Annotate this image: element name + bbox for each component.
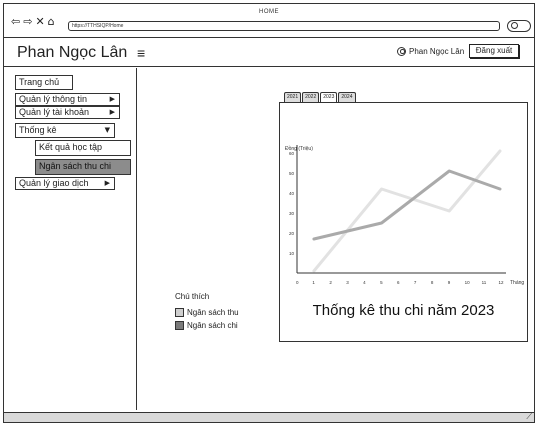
sidebar-item-label: Quản lý thông tin bbox=[19, 94, 87, 104]
caret-right-icon: ▶ bbox=[110, 94, 115, 105]
search-button[interactable] bbox=[507, 20, 531, 32]
close-icon[interactable]: ✕ bbox=[35, 16, 44, 27]
browser-window: HOME ⇦ ⇨ ✕ ⌂ https://TTHSIQP/Home Phan N… bbox=[3, 3, 535, 423]
tab-2023[interactable]: 2023 bbox=[320, 92, 337, 102]
app-title: Phan Ngọc Lân bbox=[17, 44, 127, 62]
series-line-expense bbox=[314, 171, 500, 239]
year-tabs: 2021 2022 2023 2024 bbox=[284, 92, 356, 102]
x-tick-label: 5 bbox=[380, 280, 383, 285]
status-bar: ⟋ bbox=[4, 412, 534, 422]
y-tick-label: 50 bbox=[289, 171, 295, 176]
forward-arrow-icon[interactable]: ⇨ bbox=[23, 16, 32, 27]
back-arrow-icon[interactable]: ⇦ bbox=[11, 16, 20, 27]
resize-handle-icon[interactable]: ⟋ bbox=[526, 412, 532, 422]
x-tick-label: 4 bbox=[363, 280, 366, 285]
logout-button[interactable]: Đăng xuất bbox=[469, 44, 519, 58]
x-tick-label: 3 bbox=[346, 280, 349, 285]
sidebar-item-label: Quản lý giao dịch bbox=[19, 178, 89, 188]
caret-right-icon: ▶ bbox=[110, 107, 115, 118]
sidebar-item-transactions[interactable]: Quản lý giao dịch ▶ bbox=[15, 177, 115, 190]
legend-label: Ngân sách chi bbox=[187, 321, 238, 330]
app-header: Phan Ngọc Lân ≡ Phan Ngọc Lân Đăng xuất bbox=[4, 39, 534, 67]
chart-title: Thống kê thu chi năm 2023 bbox=[280, 302, 527, 319]
legend-swatch-income bbox=[175, 308, 184, 317]
y-tick-label: 20 bbox=[289, 231, 295, 236]
tab-2024[interactable]: 2024 bbox=[338, 92, 355, 102]
sidebar-item-info[interactable]: Quản lý thông tin ▶ bbox=[15, 93, 120, 106]
title-bar: HOME ⇦ ⇨ ✕ ⌂ https://TTHSIQP/Home bbox=[4, 4, 534, 38]
x-tick-label: 7 bbox=[414, 280, 417, 285]
hamburger-menu-icon[interactable]: ≡ bbox=[137, 45, 145, 61]
sidebar-item-label: Quản lý tài khoản bbox=[19, 107, 89, 117]
user-icon bbox=[397, 47, 406, 56]
y-tick-label: 10 bbox=[289, 251, 295, 256]
sidebar-item-statistics[interactable]: Thống kê ▼ bbox=[15, 123, 115, 138]
search-icon bbox=[511, 22, 518, 29]
tab-2021[interactable]: 2021 bbox=[284, 92, 301, 102]
x-tick-label: 0 bbox=[296, 280, 299, 285]
home-icon[interactable]: ⌂ bbox=[48, 16, 55, 27]
sidebar: Trang chủ Quản lý thông tin ▶ Quản lý tà… bbox=[4, 68, 137, 410]
legend-label: Ngân sách thu bbox=[187, 308, 239, 317]
sidebar-item-home[interactable]: Trang chủ bbox=[15, 75, 73, 90]
url-bar[interactable]: https://TTHSIQP/Home bbox=[68, 21, 500, 31]
x-tick-label: 9 bbox=[448, 280, 451, 285]
tab-2022[interactable]: 2022 bbox=[302, 92, 319, 102]
nav-buttons: ⇦ ⇨ ✕ ⌂ bbox=[11, 16, 55, 27]
series-line-income bbox=[314, 151, 500, 271]
legend: Chú thích Ngân sách thu Ngân sách chi bbox=[175, 292, 239, 334]
chart-panel: Đồng (Triệu) Tháng 10 20 30 40 50 60 0 1 2 3 4 5 6 7 8 9 1… bbox=[279, 102, 528, 342]
x-axis-label: Tháng bbox=[510, 280, 524, 286]
x-tick-label: 2 bbox=[329, 280, 332, 285]
legend-item-income: Ngân sách thu bbox=[175, 308, 239, 317]
user-name: Phan Ngọc Lân bbox=[409, 47, 464, 56]
legend-swatch-expense bbox=[175, 321, 184, 330]
chevron-down-icon: ▼ bbox=[105, 124, 110, 137]
sidebar-item-label: Trang chủ bbox=[19, 77, 59, 87]
y-tick-label: 60 bbox=[289, 151, 295, 156]
sidebar-item-label: Kết quả học tập bbox=[39, 142, 102, 152]
sidebar-item-study-results[interactable]: Kết quả học tập bbox=[35, 140, 131, 156]
x-tick-label: 11 bbox=[482, 280, 487, 285]
x-tick-label: 10 bbox=[465, 280, 471, 285]
caret-right-icon: ▶ bbox=[105, 178, 110, 189]
main-content: 2021 2022 2023 2024 Đồng (Triệu) Tháng 10 20 30… bbox=[138, 68, 534, 410]
y-tick-label: 30 bbox=[289, 211, 295, 216]
legend-title: Chú thích bbox=[175, 292, 239, 301]
sidebar-item-account[interactable]: Quản lý tài khoản ▶ bbox=[15, 106, 120, 119]
sidebar-item-budget[interactable]: Ngân sách thu chi bbox=[35, 159, 131, 175]
user-info[interactable]: Phan Ngọc Lân bbox=[397, 47, 464, 56]
legend-item-expense: Ngân sách chi bbox=[175, 321, 239, 330]
window-title: HOME bbox=[4, 9, 534, 15]
x-tick-label: 12 bbox=[499, 280, 505, 285]
sidebar-item-label: Thống kê bbox=[19, 125, 57, 135]
sidebar-item-label: Ngân sách thu chi bbox=[39, 161, 111, 171]
x-tick-label: 1 bbox=[312, 280, 315, 285]
x-tick-label: 6 bbox=[397, 280, 400, 285]
y-tick-label: 40 bbox=[289, 191, 295, 196]
x-tick-label: 8 bbox=[431, 280, 434, 285]
